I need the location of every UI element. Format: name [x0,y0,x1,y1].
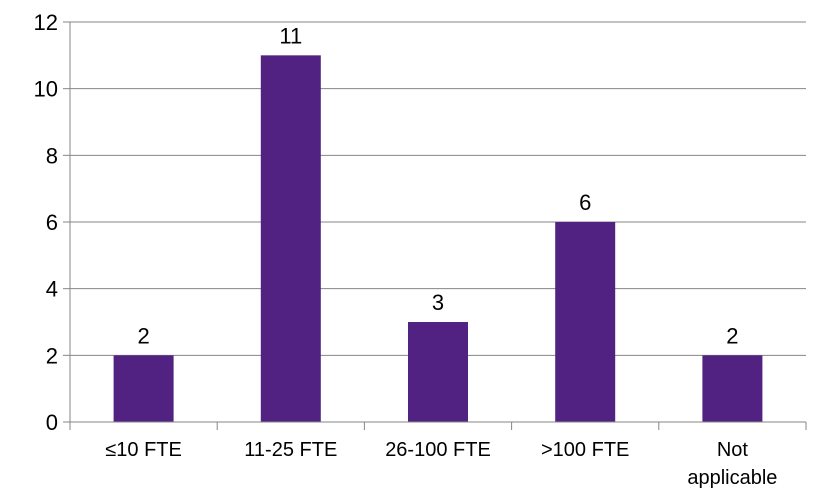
bar [702,355,763,422]
data-label: 11 [279,23,302,48]
bar [113,355,174,422]
x-tick-label: ≤10 FTE [105,439,182,461]
data-label: 2 [726,323,738,348]
y-tick-label: 2 [46,343,58,368]
y-tick-label: 6 [46,210,58,235]
x-tick-label: 26-100 FTE [385,439,491,461]
bar [408,322,468,422]
y-tick-label: 12 [34,10,58,35]
y-tick-label: 4 [46,277,58,302]
data-label: 3 [432,290,444,315]
gridlines [70,21,806,356]
x-tick-label: applicable [687,467,777,489]
y-tick-label: 0 [46,410,58,435]
labels: 0 2 4 6 8 10 12 2 ≤10 FTE 11 11-25 FTE 3 26-100 FTE 6… [34,10,778,489]
bars [113,55,763,422]
y-tick-label: 10 [34,77,58,102]
x-tick-label: >100 FTE [541,439,629,461]
data-label: 6 [579,190,591,215]
bar [555,222,616,422]
x-tick-label: 11-25 FTE [244,439,337,461]
axes [63,21,807,430]
bar [260,55,321,422]
y-tick-label: 8 [46,143,58,168]
data-label: 2 [137,323,149,348]
x-tick-label: Not [717,439,749,461]
